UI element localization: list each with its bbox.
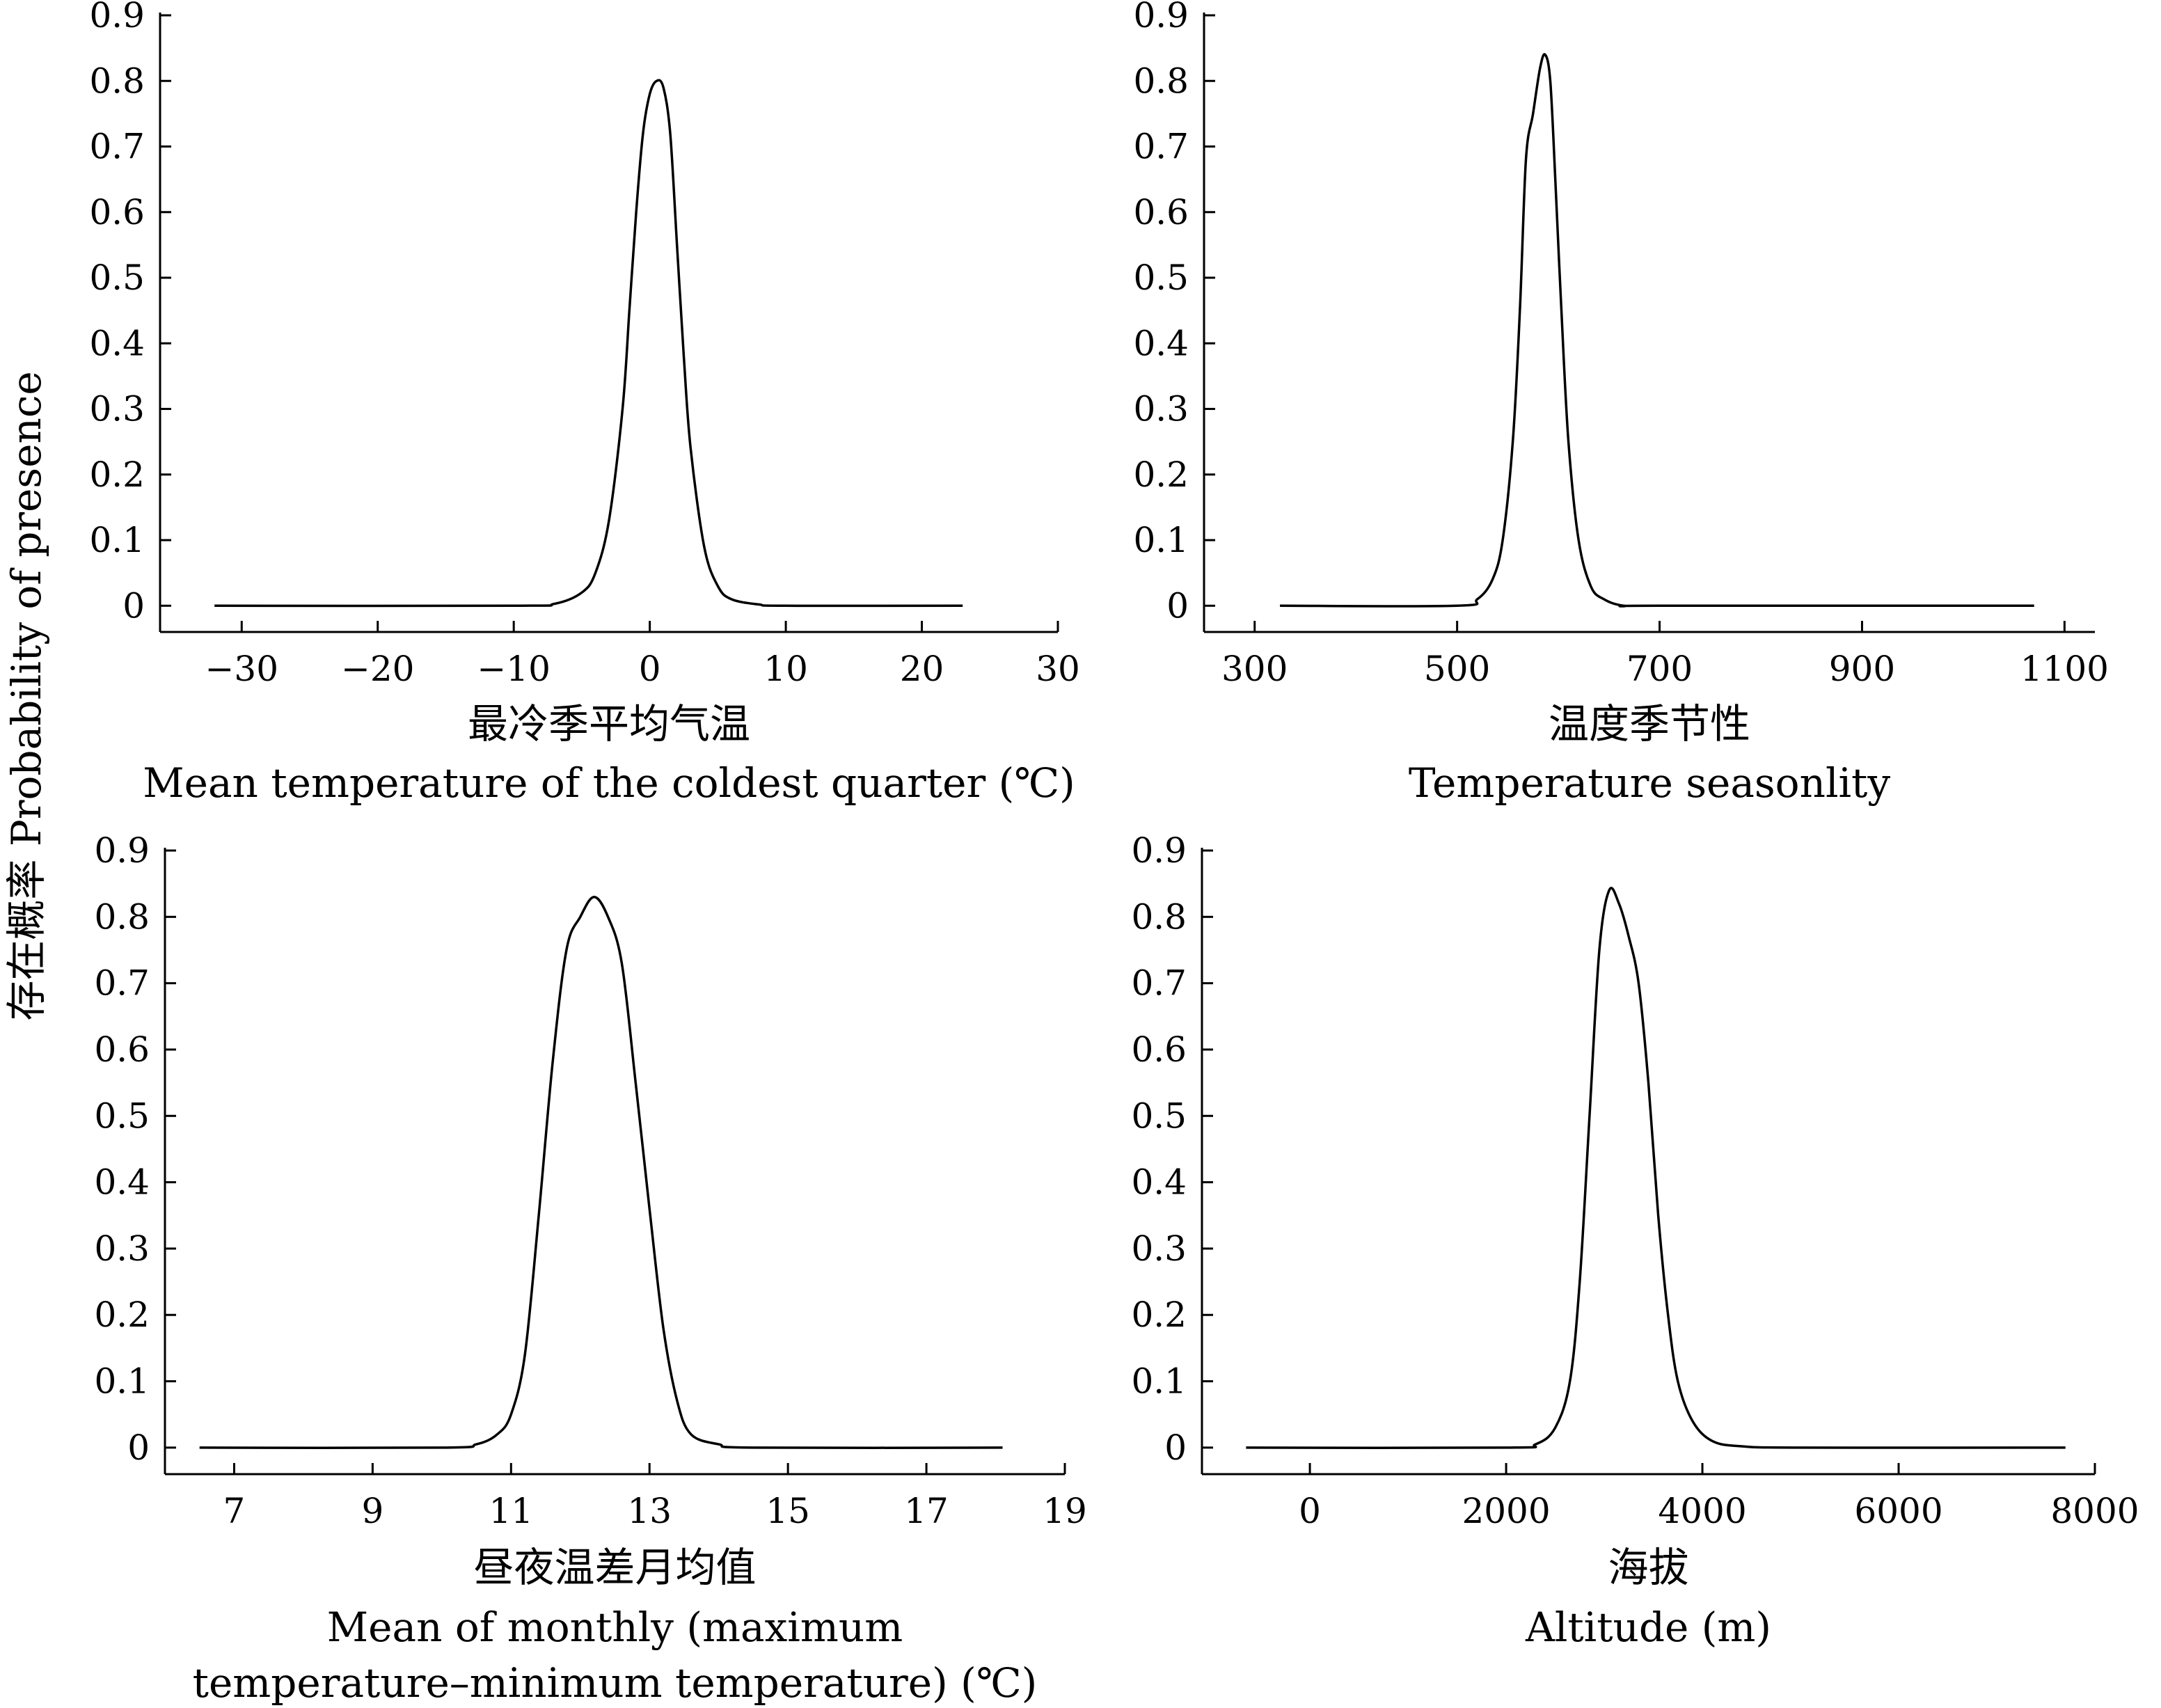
response-curve [199, 895, 1003, 1450]
y-axis-label: 存在概率 Probability of presence [3, 371, 50, 1020]
x-axis-label-chinese: 最冷季平均气温 [468, 700, 750, 748]
chart-panel-3: 0 0.1 0.2 0.3 0.4 0.5 0.6 0.7 0.8 0.9 7 9 11 13 15 17 19… [94, 830, 1086, 1707]
y-tick-label: 0.8 [1133, 61, 1189, 101]
x-axis-label-chinese: 温度季节性 [1549, 700, 1750, 748]
x-tick-label: 17 [904, 1491, 949, 1531]
x-axis-label-chinese: 昼夜温差月均值 [473, 1544, 756, 1591]
y-tick-label: 0.6 [1133, 192, 1189, 232]
y-tick-label: 0.4 [94, 1162, 150, 1203]
x-tick-label: 10 [763, 649, 808, 689]
y-tick-label: 0.2 [89, 454, 145, 495]
y-tick-label: 0.2 [1131, 1295, 1187, 1335]
x-axis-label-english: temperature–minimum temperature) (℃) [193, 1659, 1038, 1707]
response-curve [214, 79, 963, 608]
y-tick-label: 0.6 [89, 192, 145, 232]
x-tick-label: 900 [1829, 649, 1895, 689]
y-tick-label: 0.7 [94, 963, 150, 1004]
x-tick-label: −20 [341, 649, 415, 689]
x-tick-label: 1100 [2020, 649, 2109, 689]
y-tick-label: 0.1 [1131, 1361, 1187, 1402]
y-tick-label: 0.8 [89, 61, 145, 101]
y-tick-label: 0.6 [1131, 1029, 1187, 1070]
x-tick-label: 500 [1424, 649, 1490, 689]
x-tick-label: −10 [477, 649, 551, 689]
x-tick-label: 11 [489, 1491, 533, 1531]
y-tick-label: 0.3 [89, 389, 145, 429]
y-tick-label: 0 [127, 1428, 150, 1468]
x-tick-label: 30 [1036, 649, 1080, 689]
x-axis-label-english: Mean of monthly (maximum [327, 1604, 903, 1651]
y-tick-label: 0 [1164, 1428, 1187, 1468]
chart-panel-4: 0 0.1 0.2 0.3 0.4 0.5 0.6 0.7 0.8 0.9 0 2000 4000 600… [1131, 830, 2139, 1651]
x-tick-label: 20 [900, 649, 944, 689]
y-tick-label: 0.5 [1131, 1096, 1187, 1136]
y-tick-label: 0.7 [89, 127, 145, 167]
y-tick-label: 0.7 [1133, 127, 1189, 167]
y-tick-label: 0.4 [1133, 323, 1189, 363]
x-tick-label: −30 [205, 649, 279, 689]
x-tick-label: 9 [361, 1491, 383, 1531]
x-tick-label: 700 [1626, 649, 1693, 689]
x-tick-label: 15 [766, 1491, 810, 1531]
y-tick-label: 0.9 [94, 830, 150, 871]
x-tick-label: 6000 [1854, 1491, 1942, 1531]
x-tick-label: 13 [627, 1491, 672, 1531]
y-tick-label: 0.4 [1131, 1162, 1187, 1203]
y-tick-label: 0.5 [89, 258, 145, 298]
y-tick-label: 0.3 [1133, 389, 1189, 429]
x-tick-label: 300 [1221, 649, 1288, 689]
y-tick-label: 0.9 [1133, 0, 1189, 35]
y-tick-label: 0.7 [1131, 963, 1187, 1004]
x-tick-label: 7 [223, 1491, 246, 1531]
y-tick-label: 0.2 [94, 1295, 150, 1335]
y-tick-label: 0.6 [94, 1029, 150, 1070]
chart-panel-2: 0 0.1 0.2 0.3 0.4 0.5 0.6 0.7 0.8 0.9 300 500 700 900… [1133, 0, 2109, 807]
x-tick-label: 8000 [2050, 1491, 2139, 1531]
response-curve [1246, 887, 2066, 1450]
y-tick-label: 0.9 [1131, 830, 1187, 871]
panels: 0 0.1 0.2 0.3 0.4 0.5 0.6 0.7 0.8 0.9 −30 −20 −10 0 10… [89, 0, 2139, 1707]
x-tick-label: 4000 [1658, 1491, 1746, 1531]
y-tick-label: 0.1 [89, 520, 145, 560]
x-axis-label-chinese: 海拔 [1608, 1544, 1688, 1591]
x-tick-label: 0 [639, 649, 661, 689]
x-axis-label-english: Mean temperature of the coldest quarter … [143, 759, 1075, 807]
x-axis-label-english: Altitude (m) [1525, 1604, 1771, 1651]
y-tick-label: 0 [1166, 585, 1189, 626]
y-tick-label: 0.1 [1133, 520, 1189, 560]
y-tick-label: 0.8 [1131, 896, 1187, 937]
x-tick-label: 2000 [1462, 1491, 1550, 1531]
y-tick-label: 0.4 [89, 323, 145, 363]
chart-panel-1: 0 0.1 0.2 0.3 0.4 0.5 0.6 0.7 0.8 0.9 −30 −20 −10 0 10… [89, 0, 1079, 807]
x-tick-label: 19 [1043, 1491, 1087, 1531]
y-tick-label: 0.2 [1133, 454, 1189, 495]
x-tick-label: 0 [1299, 1491, 1321, 1531]
x-axis-label-english: Temperature seasonlity [1409, 759, 1891, 807]
y-tick-label: 0.3 [94, 1228, 150, 1269]
y-tick-label: 0.5 [1133, 258, 1189, 298]
y-tick-label: 0.1 [94, 1361, 150, 1402]
y-tick-label: 0.9 [89, 0, 145, 35]
y-tick-label: 0 [122, 585, 145, 626]
y-tick-label: 0.3 [1131, 1228, 1187, 1269]
y-tick-label: 0.5 [94, 1096, 150, 1136]
response-curve [1280, 53, 2034, 608]
y-tick-label: 0.8 [94, 896, 150, 937]
